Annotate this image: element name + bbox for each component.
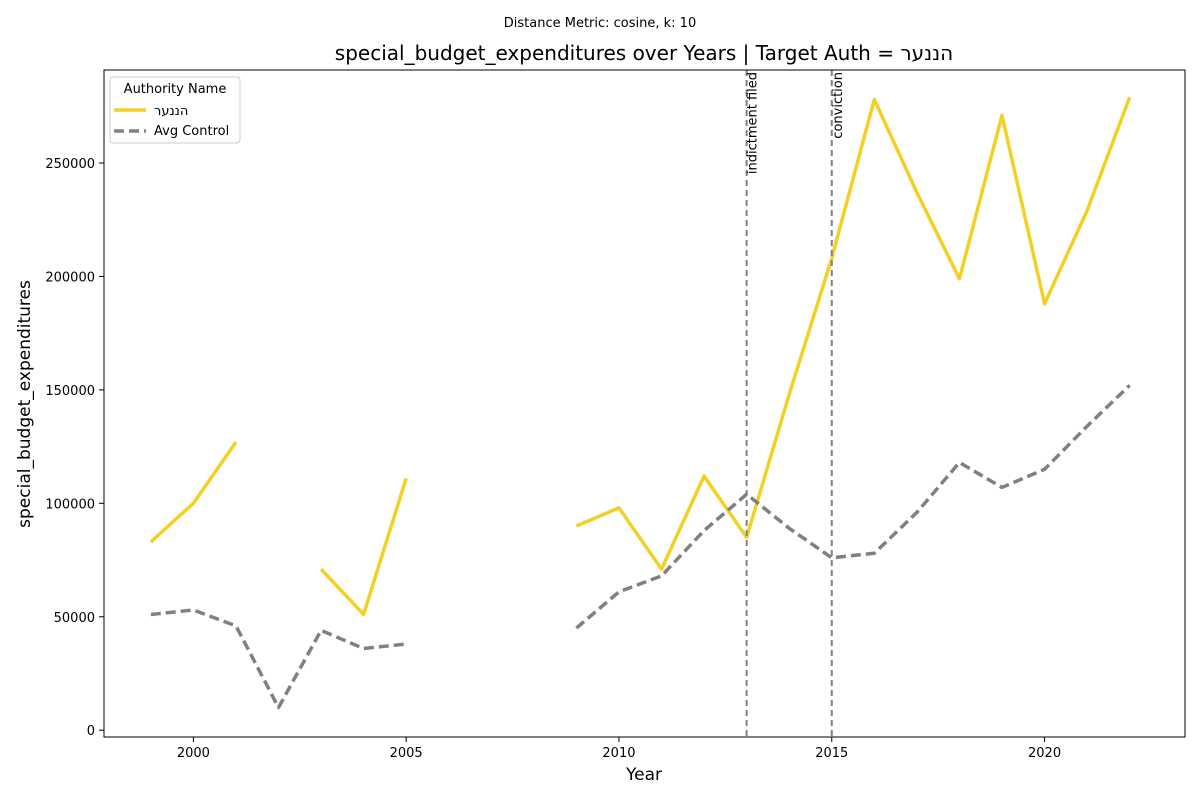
y-tick-label: 50000: [54, 611, 95, 626]
x-tick-label: 2005: [390, 746, 423, 761]
legend-label-target: הננער: [154, 104, 188, 119]
y-tick-label: 100000: [45, 497, 95, 512]
legend-label-control: Avg Control: [154, 124, 229, 139]
series-line-target: [575, 96, 1132, 571]
plot-frame: [103, 69, 1186, 738]
x-tick-label: 2020: [1028, 746, 1061, 761]
legend-box: [109, 76, 241, 144]
event-label: conviction: [831, 72, 846, 139]
chart-suptitle: Distance Metric: cosine, k: 10: [504, 16, 696, 31]
series-line-control: [575, 384, 1131, 630]
x-tick-label: 2010: [602, 746, 635, 761]
x-tick-label: 2000: [177, 746, 210, 761]
legend: Authority Name הננער Avg Control: [109, 76, 241, 144]
x-tick-label: 2015: [815, 746, 848, 761]
plot-area: indictment filed conviction: [149, 70, 1132, 737]
x-axis-label: Year: [625, 765, 662, 785]
y-axis-label: special_budget_expenditures: [15, 280, 35, 528]
y-tick-label: 0: [87, 724, 95, 739]
legend-title: Authority Name: [124, 82, 227, 97]
y-tick-label: 200000: [45, 270, 95, 285]
series-line-target: [149, 441, 238, 544]
chart-title: special_budget_expenditures over Years |…: [335, 41, 953, 65]
event-label: indictment filed: [746, 72, 761, 174]
series-line-target: [319, 477, 408, 617]
series-line-control: [150, 608, 407, 710]
y-tick-label: 250000: [45, 157, 95, 172]
y-tick-label: 150000: [45, 384, 95, 399]
